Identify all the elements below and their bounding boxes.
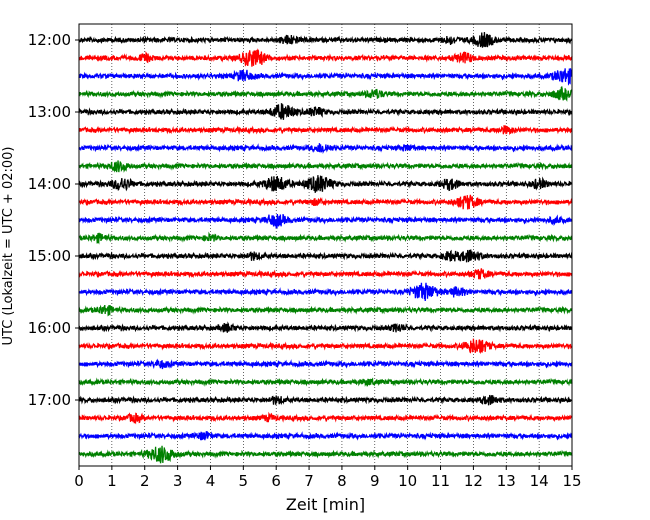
trace-1530 <box>78 282 573 301</box>
plot-frame <box>78 23 573 467</box>
trace-1500 <box>78 249 573 263</box>
trace-1345 <box>78 160 573 173</box>
x-tick-label: 1 <box>107 472 117 490</box>
trace-1315 <box>78 125 573 136</box>
x-tick-label: 2 <box>140 472 150 490</box>
y-tick-label: 14:00 <box>28 175 71 193</box>
x-tick-label: 13 <box>497 472 516 490</box>
x-tick-label: 12 <box>464 472 483 490</box>
y-tick-label: 16:00 <box>28 319 71 337</box>
trace-1445 <box>78 231 573 245</box>
y-axis-label: UTC (Lokalzeit = UTC + 02:00) <box>1 147 16 346</box>
y-tick-label: 13:00 <box>28 103 71 121</box>
trace-1600 <box>78 321 573 333</box>
x-tick-label: 3 <box>173 472 183 490</box>
trace-1430 <box>78 213 573 230</box>
y-tick-label: 17:00 <box>28 391 71 409</box>
x-tick-label: 15 <box>562 472 581 490</box>
trace-1400 <box>78 175 573 193</box>
y-tick-label: 15:00 <box>28 247 71 265</box>
trace-1515 <box>78 268 573 280</box>
trace-1730 <box>78 431 573 441</box>
x-tick-label: 14 <box>530 472 549 490</box>
trace-1330 <box>78 143 573 154</box>
x-tick-label: 6 <box>271 472 281 490</box>
x-tick-label: 7 <box>304 472 314 490</box>
seismogram-traces <box>78 32 573 464</box>
x-axis-label: Zeit [min] <box>286 495 365 514</box>
y-axis-ticks: 12:00 13:00 14:00 15:00 16:00 17:00 <box>28 31 79 409</box>
trace-1645 <box>78 377 573 387</box>
trace-1300 <box>78 102 573 120</box>
x-tick-label: 10 <box>398 472 417 490</box>
trace-1745 <box>78 445 573 464</box>
trace-1715 <box>78 411 573 425</box>
x-tick-label: 8 <box>337 472 347 490</box>
x-tick-label: 4 <box>206 472 216 490</box>
trace-1545 <box>78 304 573 317</box>
trace-1230 <box>78 68 573 86</box>
x-axis-ticks: 0 1 2 3 4 5 6 7 8 9 10 11 12 13 14 15 <box>74 466 582 490</box>
x-tick-label: 5 <box>239 472 249 490</box>
x-tick-label: 0 <box>74 472 84 490</box>
trace-1630 <box>78 358 573 370</box>
y-tick-label: 12:00 <box>28 31 71 49</box>
trace-1245 <box>78 85 573 102</box>
x-tick-label: 11 <box>431 472 450 490</box>
trace-1215 <box>78 48 573 67</box>
trace-1615 <box>78 338 573 354</box>
trace-1700 <box>78 394 573 406</box>
trace-1415 <box>78 194 573 210</box>
trace-1200 <box>78 32 573 48</box>
x-tick-label: 9 <box>370 472 380 490</box>
